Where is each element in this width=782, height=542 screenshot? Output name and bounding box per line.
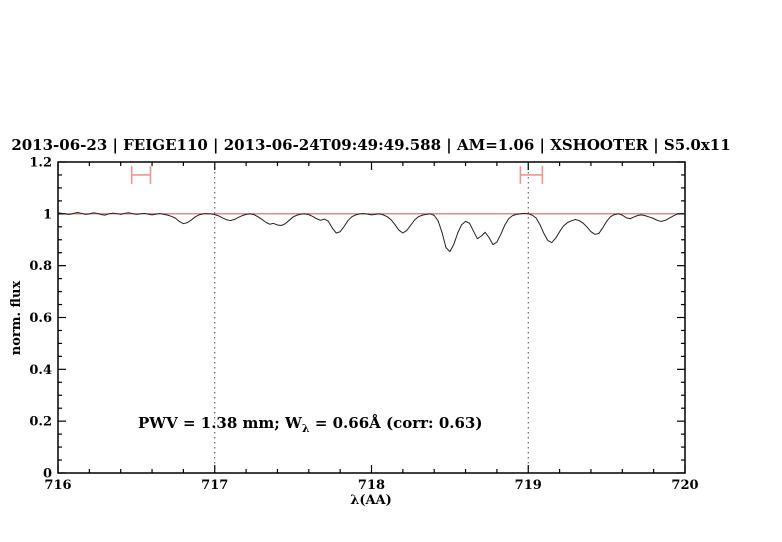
x-axis-label: λ(AA) [350,493,392,508]
band-range-marker [130,165,152,184]
pwv-annotation-suffix: = 0.66Å (corr: 0.63) [310,414,483,432]
y-tick-label: 0 [43,467,52,482]
band-range-marker [519,165,544,184]
pwv-annotation-lambda-subscript: λ [302,422,310,435]
plot-frame [57,161,686,474]
x-tick-label: 718 [358,478,385,493]
y-tick-label: 0.8 [29,259,52,274]
y-tick-label: 1.2 [29,156,52,171]
y-axis-label: norm. flux [9,281,24,356]
y-tick-label: 0.2 [29,415,52,430]
x-tick-label: 720 [671,478,698,493]
plot-title: 2013-06-23 | FEIGE110 | 2013-06-24T09:49… [11,136,730,154]
y-tick-label: 1 [43,207,52,222]
y-tick-label: 0.6 [29,311,52,326]
x-tick-label: 719 [515,478,542,493]
x-tick-label: 717 [201,478,228,493]
x-tick-label: 716 [44,478,71,493]
spectrum-line [57,212,686,253]
pwv-annotation: PWV = 1.38 mm; Wλ = 0.66Å (corr: 0.63) [138,414,482,435]
plot-graphics-layer: 716 717 718 719 720 0 0.2 0.4 0.6 0.8 1 1.2 [29,156,698,494]
y-tick-label: 0.4 [29,363,52,378]
pwv-annotation-prefix: PWV = 1.38 mm; W [138,414,303,432]
